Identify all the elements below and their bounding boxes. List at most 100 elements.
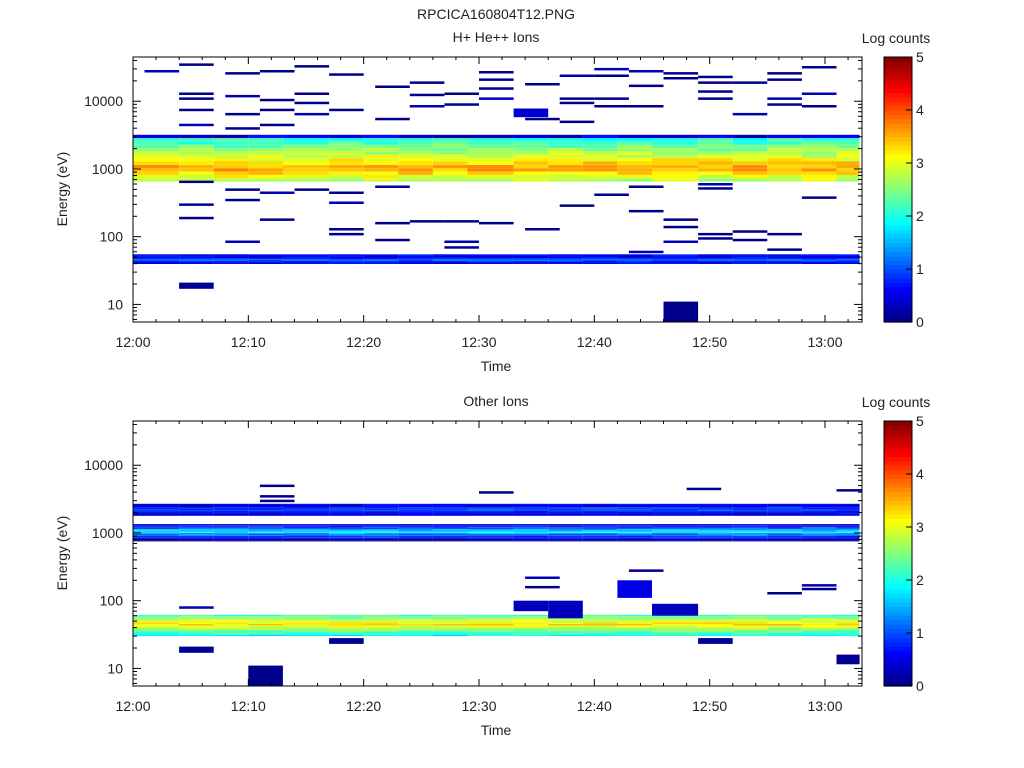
- colorbar-segment: [884, 443, 912, 449]
- main-band-cell: [513, 134, 549, 139]
- main-band-cell: [617, 174, 652, 179]
- low-band-cell: [363, 633, 399, 635]
- main-band-cell: [548, 148, 583, 152]
- low-band-cell: [652, 258, 699, 260]
- low-band-cell: [698, 619, 733, 621]
- mid-band-cell: [179, 525, 214, 527]
- mid-band-cell: [698, 525, 733, 527]
- main-band-cell: [582, 148, 618, 152]
- low-band-cell: [548, 261, 583, 262]
- low-band-cell: [548, 259, 583, 261]
- low-band-cell: [432, 255, 468, 257]
- low-band-cell: [398, 263, 433, 264]
- count-line: [479, 87, 514, 90]
- low-band-cell: [698, 631, 733, 633]
- y-tick-label: 1000: [92, 525, 123, 541]
- main-band-cell: [213, 134, 249, 139]
- mid-band-cell: [698, 526, 733, 528]
- colorbar-segment: [884, 127, 912, 133]
- low-band-cell: [732, 259, 768, 260]
- low-band-cell: [836, 620, 860, 623]
- low-band-cell: [732, 631, 768, 633]
- count-line: [294, 188, 330, 191]
- upper-band-cell: [617, 508, 652, 510]
- mid-band-cell: [329, 537, 364, 539]
- low-band-cell: [467, 261, 514, 263]
- low-band-cell: [836, 256, 860, 258]
- upper-band-cell: [652, 506, 699, 508]
- colorbar-segment: [884, 681, 912, 687]
- count-block: [617, 580, 652, 598]
- upper-band-cell: [467, 508, 514, 510]
- upper-band-cell: [432, 504, 468, 506]
- upper-band-cell: [652, 507, 699, 509]
- upper-band-cell: [732, 514, 768, 515]
- colorbar-segment: [884, 531, 912, 537]
- low-band-cell: [282, 262, 329, 264]
- low-band-cell: [467, 625, 514, 627]
- mid-band-cell: [767, 525, 802, 527]
- low-band-cell: [432, 256, 468, 258]
- low-band-cell: [363, 259, 399, 260]
- colorbar-tick-label: 5: [916, 49, 924, 65]
- mid-band-cell: [329, 532, 364, 534]
- main-band-cell: [248, 178, 283, 182]
- mid-band-cell: [617, 532, 652, 534]
- upper-band-cell: [133, 508, 180, 509]
- low-band-cell: [801, 261, 837, 262]
- upper-band-cell: [801, 506, 837, 508]
- upper-band-cell: [617, 508, 652, 509]
- low-band-cell: [179, 627, 214, 629]
- mid-band-cell: [432, 539, 468, 541]
- low-band-cell: [801, 617, 837, 620]
- upper-band-cell: [179, 509, 214, 511]
- low-band-cell: [836, 259, 860, 260]
- mid-band-cell: [548, 539, 583, 541]
- upper-band-cell: [732, 508, 768, 509]
- main-band-cell: [398, 141, 433, 145]
- upper-band-cell: [548, 508, 583, 510]
- upper-band-cell: [179, 505, 214, 507]
- colorbar-segment: [884, 663, 912, 669]
- mid-band-cell: [548, 535, 583, 537]
- low-band-cell: [179, 620, 214, 623]
- low-band-cell: [179, 259, 214, 260]
- colorbar-segment: [884, 273, 912, 279]
- main-band-cell: [698, 144, 733, 149]
- low-band-cell: [432, 257, 468, 258]
- upper-band-cell: [582, 507, 618, 509]
- mid-band-cell: [513, 527, 549, 529]
- colorbar-segment: [884, 451, 912, 457]
- low-band-cell: [767, 256, 802, 258]
- count-line: [767, 592, 802, 595]
- upper-band-cell: [582, 505, 618, 507]
- upper-band-cell: [282, 505, 329, 507]
- upper-band-cell: [767, 507, 802, 509]
- upper-band-cell: [213, 508, 249, 510]
- upper-band-cell: [282, 508, 329, 510]
- upper-band-cell: [652, 514, 699, 516]
- colorbar-segment: [884, 610, 912, 616]
- upper-band-cell: [329, 507, 364, 509]
- low-band-cell: [467, 256, 514, 258]
- colorbar-segment: [884, 655, 912, 661]
- main-band-cell: [801, 158, 837, 162]
- low-band-cell: [329, 257, 364, 259]
- low-band-cell: [282, 259, 329, 260]
- upper-band-cell: [133, 508, 180, 510]
- low-band-cell: [432, 614, 468, 617]
- count-line: [444, 103, 479, 106]
- mid-band-cell: [248, 530, 283, 532]
- mid-band-cell: [548, 525, 583, 527]
- low-band-cell: [767, 627, 802, 629]
- upper-band-cell: [548, 511, 583, 513]
- low-band-cell: [513, 625, 549, 627]
- mid-band-cell: [513, 539, 549, 541]
- main-band-cell: [467, 141, 514, 145]
- colorbar-segment: [884, 87, 912, 93]
- upper-band-cell: [179, 514, 214, 515]
- mid-band-cell: [767, 526, 802, 528]
- mid-band-cell: [582, 530, 618, 532]
- main-band-cell: [248, 144, 283, 149]
- main-band-cell: [801, 141, 837, 145]
